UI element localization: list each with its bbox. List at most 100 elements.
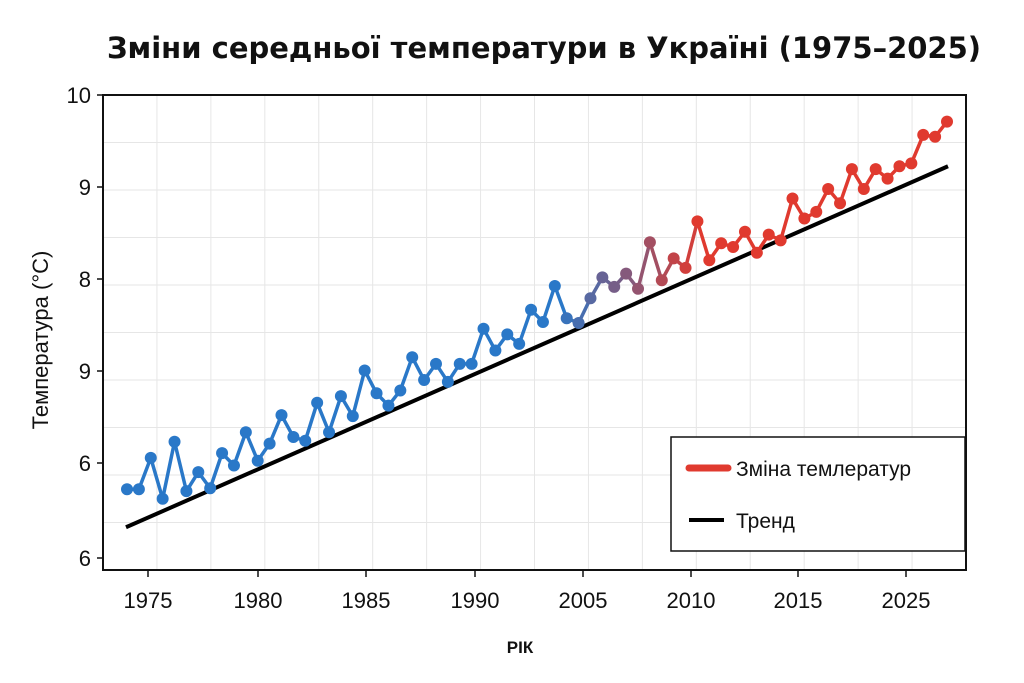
trend-line xyxy=(125,164,949,530)
temperature-point xyxy=(192,466,205,479)
temperature-point xyxy=(750,246,763,259)
x-axis: 1975 1980 1985 1990 2005 2010 2015 2025 xyxy=(124,570,931,613)
temperature-point xyxy=(168,435,181,448)
temperature-segment xyxy=(683,219,700,270)
temperature-point xyxy=(703,254,716,267)
temperature-point xyxy=(394,384,407,397)
x-axis-label: РІК xyxy=(507,638,534,657)
y-tick-label: 8 xyxy=(79,267,91,292)
temperature-point xyxy=(786,192,799,205)
temperature-point xyxy=(584,292,597,305)
temperature-segment xyxy=(838,167,854,206)
y-tick-label: 6 xyxy=(79,546,91,571)
temperature-point xyxy=(489,344,502,357)
temperature-segment xyxy=(778,196,795,243)
y-tick-label: 10 xyxy=(67,83,91,108)
temperature-segment xyxy=(648,240,664,282)
temperature-point xyxy=(632,282,645,295)
x-tick-label: 2005 xyxy=(559,588,608,613)
temperature-point xyxy=(596,271,609,284)
temperature-segment xyxy=(172,440,189,493)
temperature-point xyxy=(370,387,383,400)
legend-label-trend: Тренд xyxy=(736,510,795,533)
temperature-segment xyxy=(149,456,165,501)
temperature-point xyxy=(893,160,906,173)
y-axis: 6 6 9 8 9 10 xyxy=(67,83,103,571)
temperature-point xyxy=(275,409,288,422)
x-tick-label: 1990 xyxy=(451,588,500,613)
temperature-point xyxy=(441,375,454,388)
temperature-point xyxy=(239,426,252,439)
temperature-point xyxy=(429,357,442,370)
temperature-point xyxy=(667,252,680,265)
temperature-segment xyxy=(160,440,177,501)
temperature-point xyxy=(287,431,300,443)
temperature-point xyxy=(845,163,858,176)
temperature-point xyxy=(204,482,217,495)
temperature-segment xyxy=(208,451,224,491)
temperature-point xyxy=(572,317,585,329)
temperature-point xyxy=(251,454,264,467)
temperature-point xyxy=(655,274,668,287)
temperature-point xyxy=(762,228,775,241)
temperature-point xyxy=(679,261,692,274)
temperature-point xyxy=(311,396,324,409)
temperature-segment xyxy=(541,284,557,324)
temperature-point xyxy=(798,212,811,225)
temperature-point xyxy=(382,399,395,412)
temperature-segment xyxy=(351,368,367,418)
x-tick-label: 1975 xyxy=(124,588,173,613)
temperature-point xyxy=(929,130,942,143)
temperature-point xyxy=(132,483,145,496)
temperature-point xyxy=(905,157,918,170)
temperature-point xyxy=(477,322,490,335)
temperature-point xyxy=(501,328,514,341)
y-axis-label: Температура (°C) xyxy=(28,251,53,430)
x-tick-label: 2010 xyxy=(667,588,716,613)
temperature-segment xyxy=(636,240,652,291)
temperature-point xyxy=(608,280,621,293)
temperature-point xyxy=(548,279,561,292)
x-tick-label: 2015 xyxy=(774,588,823,613)
legend-box xyxy=(670,436,966,552)
temperature-point xyxy=(857,183,870,196)
temperature-series xyxy=(121,115,953,505)
temperature-point xyxy=(536,316,549,329)
temperature-point xyxy=(525,303,538,316)
temperature-point xyxy=(715,237,728,250)
legend: Зміна темлератур Тренд xyxy=(670,436,966,552)
temperature-point xyxy=(620,267,633,280)
temperature-segment xyxy=(469,326,486,366)
temperature-point xyxy=(834,197,847,210)
temperature-segment xyxy=(303,401,319,443)
x-tick-label: 1985 xyxy=(342,588,391,613)
temperature-point xyxy=(917,128,930,141)
temperature-point xyxy=(406,351,419,364)
temperature-point xyxy=(513,337,526,350)
temperature-point xyxy=(358,364,371,377)
temperature-point xyxy=(465,357,478,370)
temperature-point xyxy=(227,459,240,472)
trend-series xyxy=(125,164,949,530)
legend-label-temperature: Зміна темлератур xyxy=(736,458,911,481)
temperature-point xyxy=(727,241,740,253)
y-tick-label: 9 xyxy=(79,359,91,384)
temperature-point xyxy=(121,483,133,496)
temperature-point xyxy=(180,485,193,498)
y-tick-label: 6 xyxy=(79,451,91,476)
temperature-point xyxy=(810,205,823,218)
temperature-point xyxy=(346,410,359,423)
temperature-point xyxy=(774,234,787,247)
temperature-point xyxy=(738,225,751,238)
chart-title: Зміни середньої температури в Україні (1… xyxy=(107,31,981,65)
temperature-point xyxy=(144,451,157,464)
x-tick-label: 2025 xyxy=(882,588,931,613)
temperature-point xyxy=(691,215,704,228)
plot-frame xyxy=(102,94,967,571)
temperature-segment xyxy=(327,394,343,434)
temperature-point xyxy=(822,183,835,196)
temperature-point xyxy=(941,115,953,128)
temperature-point xyxy=(263,437,276,450)
temperature-point xyxy=(560,312,573,325)
